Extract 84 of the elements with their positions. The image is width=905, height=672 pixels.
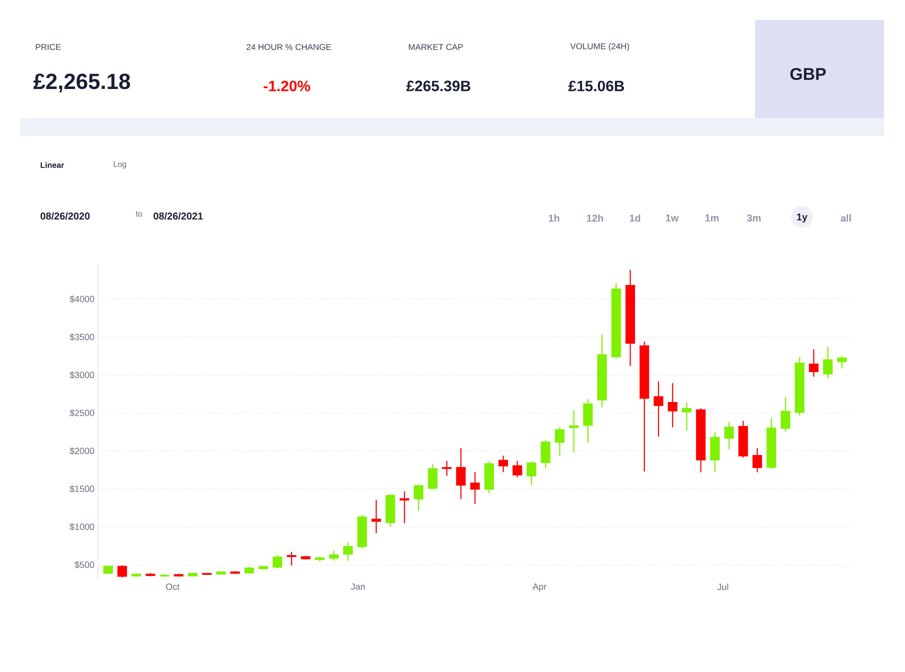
candlestick	[400, 490, 410, 524]
candlestick	[611, 282, 621, 360]
y-tick-label: $500	[74, 561, 94, 568]
candlestick	[188, 572, 198, 577]
candlestick	[710, 432, 720, 473]
y-tick-label: $3000	[70, 371, 94, 379]
candlestick	[202, 572, 212, 576]
candlestick	[554, 426, 564, 456]
candlestick	[442, 460, 452, 476]
candlestick	[640, 341, 650, 472]
candlestick	[216, 570, 226, 576]
candlestick	[569, 409, 579, 454]
candlestick	[258, 565, 268, 570]
candlestick	[470, 472, 480, 504]
text: all	[840, 214, 851, 222]
candlestick	[244, 566, 254, 574]
candlestick	[357, 514, 367, 550]
candlestick	[428, 464, 438, 490]
text: £265.39B	[406, 80, 470, 92]
candlestick	[540, 439, 550, 469]
candlestick	[329, 550, 339, 562]
text: MARKET CAP	[408, 44, 463, 50]
candlestick	[808, 348, 819, 378]
candlestick	[230, 570, 240, 574]
text: 08/26/2020	[40, 212, 90, 220]
candlestick	[414, 484, 424, 512]
candlestick	[752, 448, 762, 473]
text: 1h	[548, 214, 560, 222]
text: 12h	[587, 214, 603, 222]
candlestick	[286, 551, 296, 566]
text: PRICE	[36, 44, 61, 50]
candlestick	[512, 460, 522, 478]
candlestick	[654, 380, 664, 438]
candlestick	[456, 448, 466, 500]
y-tick-label: $2000	[70, 447, 94, 455]
candlestick	[823, 346, 833, 379]
candlestick	[724, 422, 734, 450]
candlestick	[132, 572, 142, 578]
y-tick-label: $4000	[70, 296, 94, 303]
candlestick	[314, 556, 325, 562]
candlestick	[780, 396, 790, 432]
text: -1.20%	[264, 80, 310, 92]
candlestick	[837, 355, 847, 369]
candlestick	[300, 555, 310, 560]
text: £15.06B	[568, 80, 624, 92]
candlestick	[146, 572, 156, 577]
candlestick	[160, 574, 170, 578]
candlestick	[386, 494, 396, 528]
candlestick	[696, 408, 706, 473]
y-tick-label: $1000	[70, 523, 94, 530]
candlestick	[174, 573, 184, 578]
candlestick	[498, 455, 508, 473]
candlestick	[117, 565, 127, 578]
text: 1w	[666, 214, 679, 222]
candlestick	[484, 460, 494, 494]
text: 1y	[797, 214, 808, 222]
candlestick	[103, 565, 113, 574]
x-tick-label: Oct	[166, 584, 180, 590]
text: GBP	[790, 68, 826, 80]
text: VOLUME (24H)	[570, 43, 629, 51]
text: 1d	[630, 214, 640, 222]
text: £2,265.18	[33, 74, 130, 92]
candlestick	[371, 499, 382, 534]
candlestick	[766, 418, 776, 470]
x-tick-label: Jul	[717, 584, 728, 590]
candlestick	[272, 554, 282, 569]
candlestick	[794, 356, 804, 416]
text: 3m	[747, 214, 761, 222]
text: 24 HOUR % CHANGE	[246, 44, 331, 50]
candlestick	[526, 460, 536, 486]
candlestick	[597, 334, 607, 408]
y-tick-label: $3500	[70, 333, 94, 341]
candlestick	[343, 542, 353, 562]
y-tick-label: $2500	[70, 409, 94, 417]
candlestick	[625, 269, 636, 366]
candlestick	[682, 402, 692, 432]
candlestick	[738, 420, 748, 458]
x-tick-label: Jan	[351, 584, 365, 590]
y-tick-label: $1500	[70, 485, 94, 493]
candlestick	[668, 382, 678, 428]
candlestick	[583, 398, 593, 444]
text: 08/26/2021	[154, 212, 203, 220]
x-tick-label: Apr	[532, 584, 546, 592]
text: 1m	[705, 214, 719, 222]
